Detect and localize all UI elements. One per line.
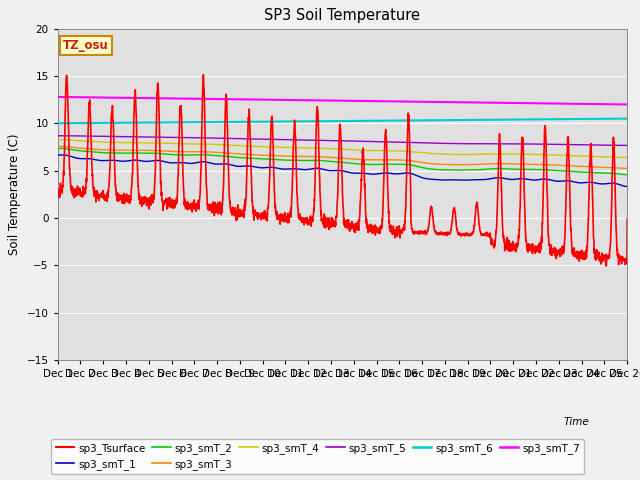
Y-axis label: Soil Temperature (C): Soil Temperature (C) (8, 133, 21, 255)
Text: TZ_osu: TZ_osu (63, 39, 109, 52)
Text: Time: Time (563, 417, 589, 427)
Title: SP3 Soil Temperature: SP3 Soil Temperature (264, 9, 420, 24)
Legend: sp3_Tsurface, sp3_smT_1, sp3_smT_2, sp3_smT_3, sp3_smT_4, sp3_smT_5, sp3_smT_6, : sp3_Tsurface, sp3_smT_1, sp3_smT_2, sp3_… (51, 439, 584, 474)
